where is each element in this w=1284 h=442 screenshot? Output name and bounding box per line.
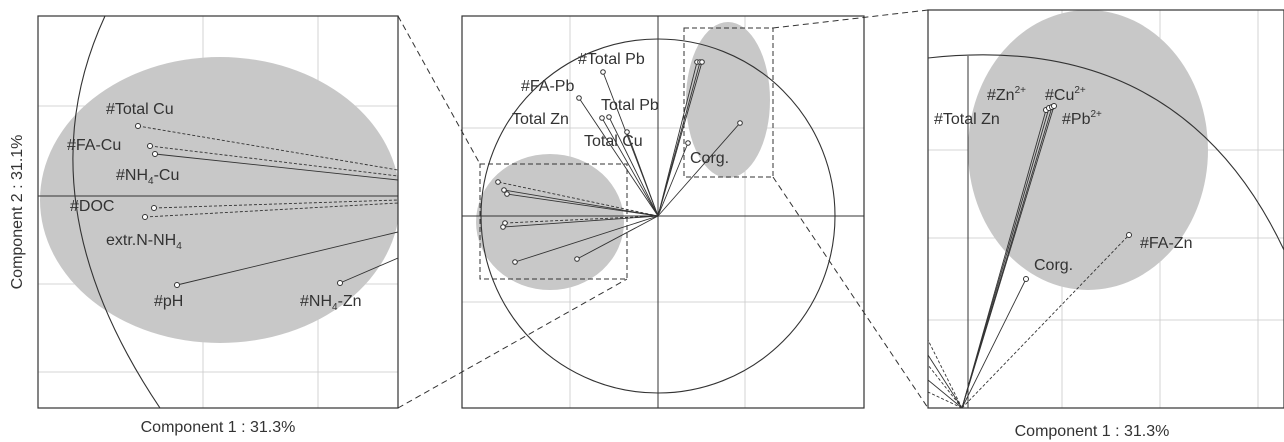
left-point-labels: #Total Cu #FA-Cu #NH4-Cu #DOC extr.N-NH4… bbox=[67, 101, 362, 313]
point-fa-pb bbox=[576, 95, 582, 101]
right-x-axis-label: Component 1 : 31.3% bbox=[1015, 423, 1170, 440]
right-unit-circle-arc bbox=[928, 54, 1284, 251]
label-right-pb2: #Pb2+ bbox=[1062, 109, 1102, 128]
center-full-panel: #Total Pb #FA-Pb Total Pb Total Zn Total… bbox=[461, 15, 865, 409]
center-point-labels: #Total Pb #FA-Pb Total Pb Total Zn Total… bbox=[512, 51, 729, 167]
point-total-cu bbox=[135, 123, 141, 129]
center-loading-points bbox=[495, 59, 743, 265]
left-loading-points bbox=[135, 123, 343, 288]
point-right-fa-zn bbox=[1126, 232, 1132, 238]
right-point-labels: #Zn2+ #Cu2+ #Total Zn #Pb2+ Corg. #FA-Zn bbox=[934, 85, 1192, 274]
label-extr-n-nh4: extr.N-NH4 bbox=[106, 232, 182, 252]
label-nh4-zn: #NH4-Zn bbox=[300, 293, 362, 313]
label-fa-cu: #FA-Cu bbox=[67, 137, 121, 154]
point-extr-left bbox=[500, 224, 506, 230]
point-fa-cu-left bbox=[501, 187, 507, 193]
point-hash-total-pb bbox=[600, 69, 606, 75]
right-loading-vectors bbox=[928, 105, 1130, 408]
point-right-pb2 bbox=[1051, 103, 1057, 109]
point-ph-left bbox=[512, 259, 518, 265]
point-ph bbox=[174, 282, 180, 288]
label-nh4-cu: #NH4-Cu bbox=[116, 167, 179, 187]
point-total-cu bbox=[624, 129, 630, 135]
zoom-connector-lines bbox=[397, 9, 929, 409]
left-x-axis-label: Component 1 : 31.3% bbox=[141, 419, 296, 436]
label-total-cu: Total Cu bbox=[584, 133, 643, 150]
label-total-cu: #Total Cu bbox=[106, 101, 174, 118]
point-nh4-cu-left bbox=[504, 191, 510, 197]
label-right-cu2: #Cu2+ bbox=[1045, 85, 1086, 104]
point-extr-n-nh4 bbox=[142, 214, 148, 220]
label-fa-pb: #FA-Pb bbox=[521, 78, 574, 95]
label-ph: #pH bbox=[154, 293, 183, 310]
point-pb2 bbox=[699, 59, 705, 65]
point-total-zn bbox=[599, 115, 605, 121]
center-inset-box-top-right bbox=[683, 27, 774, 178]
point-corg bbox=[685, 140, 691, 146]
center-cluster-left bbox=[476, 154, 624, 290]
label-total-zn: Total Zn bbox=[512, 111, 569, 128]
label-right-fa-zn: #FA-Zn bbox=[1140, 235, 1192, 252]
label-doc: #DOC bbox=[70, 198, 114, 215]
label-corg: Corg. bbox=[690, 150, 729, 167]
left-zoom-panel: #Total Cu #FA-Cu #NH4-Cu #DOC extr.N-NH4… bbox=[9, 15, 399, 436]
center-cluster-top-right bbox=[686, 22, 770, 178]
point-nh4-zn bbox=[337, 280, 343, 286]
right-loading-points bbox=[1023, 103, 1132, 282]
left-unit-circle-arc bbox=[72, 16, 161, 408]
label-right-total-zn: #Total Zn bbox=[934, 111, 1000, 128]
point-fa-cu bbox=[147, 143, 153, 149]
left-loading-vectors bbox=[137, 125, 398, 286]
point-fa-zn bbox=[737, 120, 743, 126]
center-inset-box-left bbox=[479, 163, 628, 280]
point-right-corg bbox=[1023, 276, 1029, 282]
center-loading-vectors bbox=[497, 61, 741, 263]
center-plot-frame bbox=[461, 15, 865, 409]
left-plot-frame bbox=[37, 15, 399, 409]
left-y-axis-label: Component 2 : 31.1% bbox=[9, 135, 26, 290]
point-nh4-zn-left bbox=[574, 256, 580, 262]
right-cluster-ellipse bbox=[968, 10, 1208, 290]
label-hash-total-pb: #Total Pb bbox=[578, 51, 645, 68]
label-right-corg: Corg. bbox=[1034, 257, 1073, 274]
label-right-zn2: #Zn2+ bbox=[987, 85, 1026, 104]
point-nh4-cu bbox=[152, 151, 158, 157]
right-zoom-panel: #Zn2+ #Cu2+ #Total Zn #Pb2+ Corg. #FA-Zn… bbox=[927, 9, 1284, 440]
point-doc bbox=[151, 205, 157, 211]
label-total-pb: Total Pb bbox=[601, 97, 659, 114]
right-plot-frame bbox=[927, 9, 1284, 409]
point-total-pb bbox=[606, 114, 612, 120]
left-cluster-ellipse bbox=[40, 57, 398, 343]
point-total-cu-left bbox=[495, 179, 501, 185]
